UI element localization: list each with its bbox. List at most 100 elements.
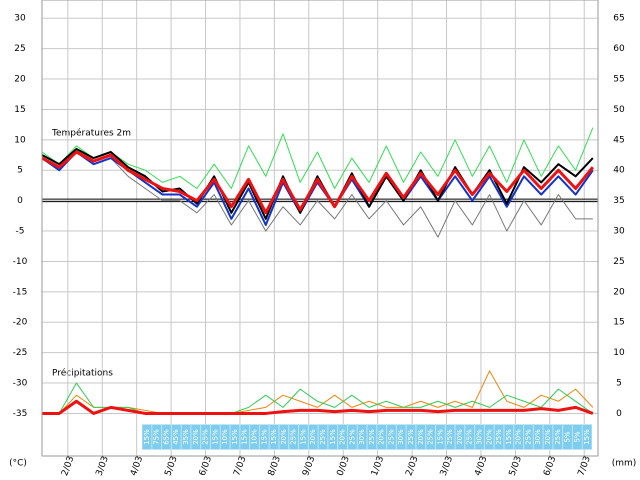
y2-tick-label: 60 [613,44,625,54]
y2-tick-label: 0 [616,409,622,419]
y-unit: (°C) [9,459,27,469]
prob-box [435,425,445,449]
prob-box [465,425,475,449]
prob-label: 25% [290,429,298,445]
prob-label: 30% [397,429,405,445]
y2-unit: (mm) [612,459,637,469]
y-tick-label: -25 [13,348,28,358]
prob-box [377,425,387,449]
prob-label: 20% [515,429,523,445]
prob-box [494,425,504,449]
prob-label: 10% [221,429,229,445]
series-line [41,151,593,238]
prob-label: 15% [260,429,268,445]
prob-box [455,425,465,449]
x-tick-label: 4/03 [473,455,489,477]
prob-box [259,425,269,449]
x-tick-label: 3/03 [95,455,111,477]
prob-label: 20% [309,429,317,445]
prob-label: 25% [202,429,210,445]
series-line [42,382,594,414]
y-tick-label: -20 [13,318,28,328]
y-tick-label: 0 [17,196,23,206]
y-tick-label: 20 [14,75,26,85]
prob-label: 65% [162,429,170,445]
y2-tick-label: 65 [613,14,624,24]
prob-label: 75% [153,429,161,445]
prob-label: 45% [172,429,180,445]
prob-box [201,425,210,449]
prob-box [162,425,171,449]
x-tick-label: 2/03 [60,455,76,477]
prob-label: 10% [251,429,259,445]
temp-label: Températures 2m [51,128,131,139]
prob-box [504,425,514,449]
y2-tick-label: 40 [613,166,625,176]
prob-label: 20% [339,429,347,445]
prob-box [445,425,455,449]
prob-label: 25% [319,429,327,445]
y2-tick-label: 25 [613,257,624,267]
y-tick-label: -10 [13,257,28,267]
x-tick-label: 6/03 [542,455,558,477]
prob-label: 15% [583,429,591,445]
y-tick-label: 10 [14,135,26,145]
prob-label: 25% [427,429,435,445]
prob-box [543,425,553,449]
y2-tick-label: 30 [613,227,625,237]
x-tick-label: 8/03 [267,455,283,477]
prob-box [475,425,484,449]
prob-box [582,425,592,449]
prob-label: 25% [554,429,562,445]
y2-tick-label: 35 [613,196,624,206]
prob-box [230,425,240,449]
prob-label: 30% [476,429,484,445]
prob-label: 20% [544,429,552,445]
prob-label: 15% [241,429,249,445]
prob-box [250,425,259,449]
plot-frame [41,0,599,457]
prob-box [572,425,582,449]
prob-box [396,425,406,449]
y-tick-label: -30 [13,379,28,389]
x-tick-label: 9/03 [301,455,317,477]
prob-box [289,425,299,449]
prob-box [524,425,533,449]
prob-box [279,425,289,449]
prob-box [533,425,543,449]
prob-box [318,425,328,449]
series-line [41,150,595,215]
prob-label: 25% [524,429,532,445]
prob-label: 20% [417,429,425,445]
y2-tick-label: 55 [613,75,624,85]
y-tick-label: 5 [17,166,23,176]
prob-box [171,425,181,449]
prob-label: 30% [358,429,366,445]
x-tick-label: 5/03 [163,455,179,477]
series-line [41,147,594,220]
prob-label: 15% [231,429,239,445]
prob-box [328,425,338,449]
y2-tick-label: 50 [613,105,625,115]
prob-label: 15% [505,429,513,445]
prob-box [142,425,152,449]
prob-box [338,425,347,449]
prob-label: 15% [143,429,151,445]
prob-box [416,425,426,449]
y2-tick-label: 45 [613,135,624,145]
y2-tick-label: 15 [613,318,624,328]
prob-label: 25% [446,429,454,445]
prob-label: 35% [182,429,190,445]
series-line [41,127,594,189]
x-tick-label: 5/03 [508,455,524,477]
x-tick-label: 7/03 [577,455,593,477]
prob-label: 30% [534,429,542,445]
y-tick-label: 15 [14,105,25,115]
prob-label: 20% [280,429,288,445]
prob-box [514,425,524,449]
precip-label: Précipitations [52,368,113,379]
prob-label: 25% [466,429,474,445]
prob-box [152,425,162,449]
prob-label: 15% [211,429,219,445]
